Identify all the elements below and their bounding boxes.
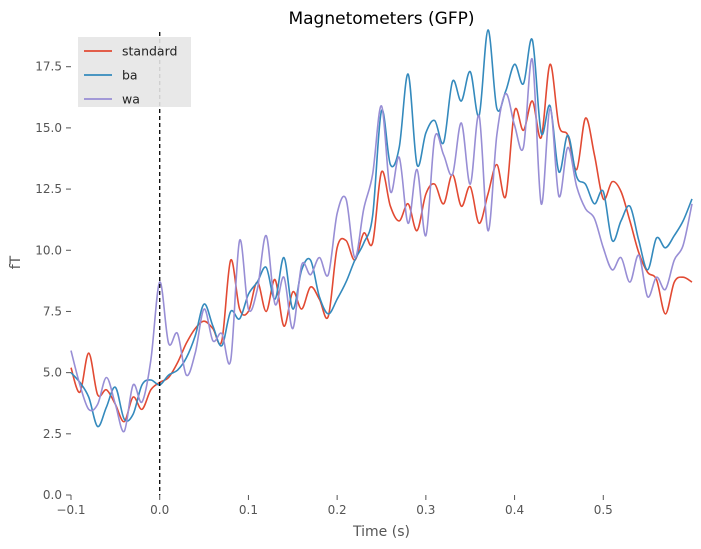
y-tick-label: 0.0 — [43, 488, 62, 502]
x-tick-label: 0.1 — [239, 503, 258, 517]
y-tick-label: 7.5 — [43, 304, 62, 318]
y-axis: 0.0 2.5 5.0 7.5 10.0 12.5 15.0 17.5 — [35, 60, 71, 502]
series-layer — [70, 29, 693, 433]
legend: standard ba wa — [78, 37, 191, 107]
x-axis-label: Time (s) — [352, 524, 410, 540]
y-tick-label: 5.0 — [43, 366, 62, 380]
series-line-wa — [70, 58, 693, 433]
legend-box — [78, 37, 191, 107]
x-tick-label: 0.3 — [416, 503, 435, 517]
y-tick-label: 12.5 — [35, 182, 62, 196]
chart-title: Magnetometers (GFP) — [288, 9, 474, 29]
x-axis: −0.1 0.0 0.1 0.2 0.3 0.4 0.5 — [56, 495, 613, 517]
legend-label-wa: wa — [122, 92, 140, 107]
x-tick-label: −0.1 — [56, 503, 85, 517]
plot-area — [70, 29, 693, 495]
y-axis-label: fT — [8, 255, 24, 269]
y-tick-label: 17.5 — [35, 60, 62, 74]
x-tick-label: 0.4 — [505, 503, 524, 517]
series-line-ba — [70, 29, 693, 428]
legend-label-ba: ba — [122, 68, 138, 83]
y-tick-label: 2.5 — [43, 427, 62, 441]
series-line-standard — [70, 63, 693, 423]
y-tick-label: 15.0 — [35, 121, 62, 135]
x-tick-label: 0.0 — [150, 503, 169, 517]
legend-label-standard: standard — [122, 44, 177, 59]
x-tick-label: 0.5 — [594, 503, 613, 517]
x-tick-label: 0.2 — [328, 503, 347, 517]
y-tick-label: 10.0 — [35, 243, 62, 257]
